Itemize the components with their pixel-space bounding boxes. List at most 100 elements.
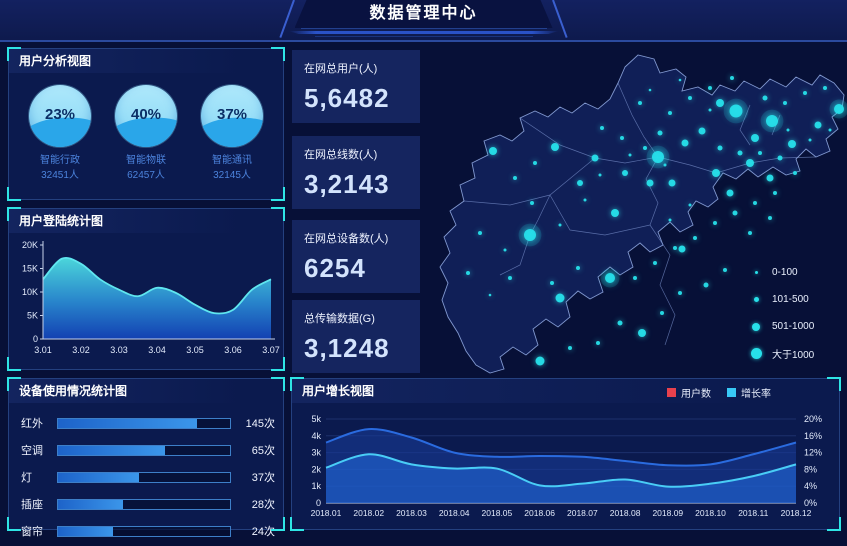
device-label: 红外 [21, 418, 43, 430]
svg-text:2k: 2k [311, 464, 321, 474]
legend-label: 增长率 [741, 389, 771, 400]
map-bubbles [466, 76, 847, 366]
svg-text:5k: 5k [311, 414, 321, 424]
svg-text:3.05: 3.05 [186, 345, 204, 355]
header: 数据管理中心 [0, 0, 847, 42]
stat-label: 在网总线数(人) [304, 149, 378, 161]
svg-text:20%: 20% [804, 414, 822, 424]
device-bar-fill [58, 445, 165, 455]
svg-text:2018.04: 2018.04 [439, 508, 470, 518]
device-row: 插座 28次 [21, 494, 275, 514]
gauge-group: 23% 智能行政 32451人 40% 智能物联 62457人 37% 智能通讯… [9, 73, 283, 183]
svg-text:3.07: 3.07 [262, 345, 280, 355]
device-bar-track [57, 498, 231, 510]
svg-text:2018.01: 2018.01 [311, 508, 342, 518]
page-title: 数据管理中心 [369, 5, 478, 22]
legend-swatch-icon [667, 388, 676, 397]
svg-text:8%: 8% [804, 464, 817, 474]
svg-text:2018.02: 2018.02 [353, 508, 384, 518]
device-bar-track [57, 471, 231, 483]
map-legend-dot-box [748, 348, 764, 359]
svg-text:5K: 5K [27, 311, 38, 321]
login-area-chart: 0 5K 10K 15K 20K 3.01 3.02 3.03 3.04 3.05 3.06 3.07 [22, 240, 280, 355]
map-legend-dot-icon [754, 271, 758, 274]
stat-label: 在网总用户(人) [304, 63, 378, 75]
map-legend-label: 0-100 [772, 267, 798, 278]
svg-text:0%: 0% [804, 498, 817, 508]
stat-label: 在网总设备数(人) [304, 233, 389, 245]
device-value: 145次 [245, 418, 275, 430]
gauge-count: 62457人 [127, 170, 165, 181]
panel-title-user-growth: 用户增长视图 [292, 379, 839, 403]
stat-value: 5,6482 [304, 83, 390, 113]
svg-text:2018.07: 2018.07 [567, 508, 598, 518]
device-value: 37次 [251, 472, 275, 484]
device-bar-track [57, 525, 231, 537]
gauge-name: 智能通讯 [212, 155, 252, 166]
svg-text:2018.03: 2018.03 [396, 508, 427, 518]
panel-user-growth: 用户增长视图 用户数 增长率 0 0% 1k 4% 2k 8% 3k 12% 4k 16% 5k 20%… [290, 377, 841, 531]
panel-device-usage: 设备使用情况统计图 红外 145次 空调 65次灯 37次 插座 28次 窗帘 24次 [7, 377, 285, 538]
map-legend-row: 0-100 [748, 263, 814, 282]
stat-card-total-data: 总传输数据(G) 3,1248 [292, 300, 420, 373]
svg-text:2018.09: 2018.09 [652, 508, 683, 518]
svg-text:3.03: 3.03 [110, 345, 128, 355]
header-decoration [287, 28, 561, 39]
gauge-count: 32145人 [213, 170, 251, 181]
svg-text:10K: 10K [22, 287, 38, 297]
svg-text:3.02: 3.02 [72, 345, 90, 355]
device-value: 65次 [251, 445, 275, 457]
panel-title-login-stats: 用户登陆统计图 [9, 209, 283, 233]
growth-legend: 用户数 增长率 [667, 385, 771, 400]
svg-text:2018.05: 2018.05 [482, 508, 513, 518]
panel-title-user-analysis: 用户分析视图 [9, 49, 283, 73]
svg-text:3.01: 3.01 [34, 345, 52, 355]
map-legend-dot-icon [753, 297, 759, 302]
svg-text:2018.11: 2018.11 [738, 508, 768, 518]
map-legend-label: 大于1000 [772, 350, 815, 361]
device-bar-fill [58, 472, 139, 482]
map-legend-row: 501-1000 [748, 317, 814, 336]
svg-text:2018.10: 2018.10 [695, 508, 726, 518]
region-map: 0-100 101-500 501-1000 大于1000 [420, 45, 847, 375]
gauge-count: 32451人 [41, 170, 79, 181]
map-legend-dot-box [748, 297, 764, 302]
map-svg [439, 54, 847, 374]
device-row: 红外 145次 [21, 413, 275, 433]
legend-item-增长率[interactable]: 增长率 [727, 385, 771, 400]
svg-text:2018.08: 2018.08 [610, 508, 641, 518]
stat-value: 6254 [304, 253, 366, 283]
gauge-percent: 37% [216, 105, 248, 123]
svg-text:0: 0 [316, 498, 321, 508]
svg-text:3.04: 3.04 [148, 345, 166, 355]
svg-text:3.06: 3.06 [224, 345, 242, 355]
device-row: 空调 65次 [21, 440, 275, 460]
svg-text:1k: 1k [311, 481, 321, 491]
legend-item-用户数[interactable]: 用户数 [667, 385, 711, 400]
map-legend-label: 101-500 [772, 294, 809, 305]
device-bar-fill [58, 526, 114, 536]
svg-text:0: 0 [33, 334, 38, 344]
legend-label: 用户数 [681, 389, 711, 400]
stat-value: 3,2143 [304, 169, 390, 199]
gauge-comms: 37% 智能通讯 32145人 [193, 85, 271, 183]
device-label: 插座 [21, 499, 43, 511]
map-legend: 0-100 101-500 501-1000 大于1000 [748, 263, 814, 371]
map-legend-dot-box [748, 271, 764, 274]
panel-title-device-usage: 设备使用情况统计图 [9, 379, 283, 403]
gauge-percent: 23% [44, 105, 76, 123]
device-bar-fill [58, 499, 124, 509]
svg-text:2018.06: 2018.06 [524, 508, 555, 518]
device-label: 窗帘 [21, 526, 43, 538]
legend-swatch-icon [727, 388, 736, 397]
device-bar-track [57, 444, 231, 456]
gauge-admin: 23% 智能行政 32451人 [21, 85, 99, 183]
svg-text:4k: 4k [311, 431, 321, 441]
map-legend-row: 101-500 [748, 290, 814, 309]
panel-login-stats: 用户登陆统计图 0 5K 10K 15K 20K 3.01 3.02 3.03 3.04 3.05… [7, 207, 285, 371]
svg-text:15K: 15K [22, 264, 38, 274]
stat-label: 总传输数据(G) [304, 313, 375, 325]
liquid-gauge: 23% [29, 85, 91, 147]
growth-area-chart: 0 0% 1k 4% 2k 8% 3k 12% 4k 16% 5k 20% 2018.01 2018.02… [311, 414, 822, 518]
